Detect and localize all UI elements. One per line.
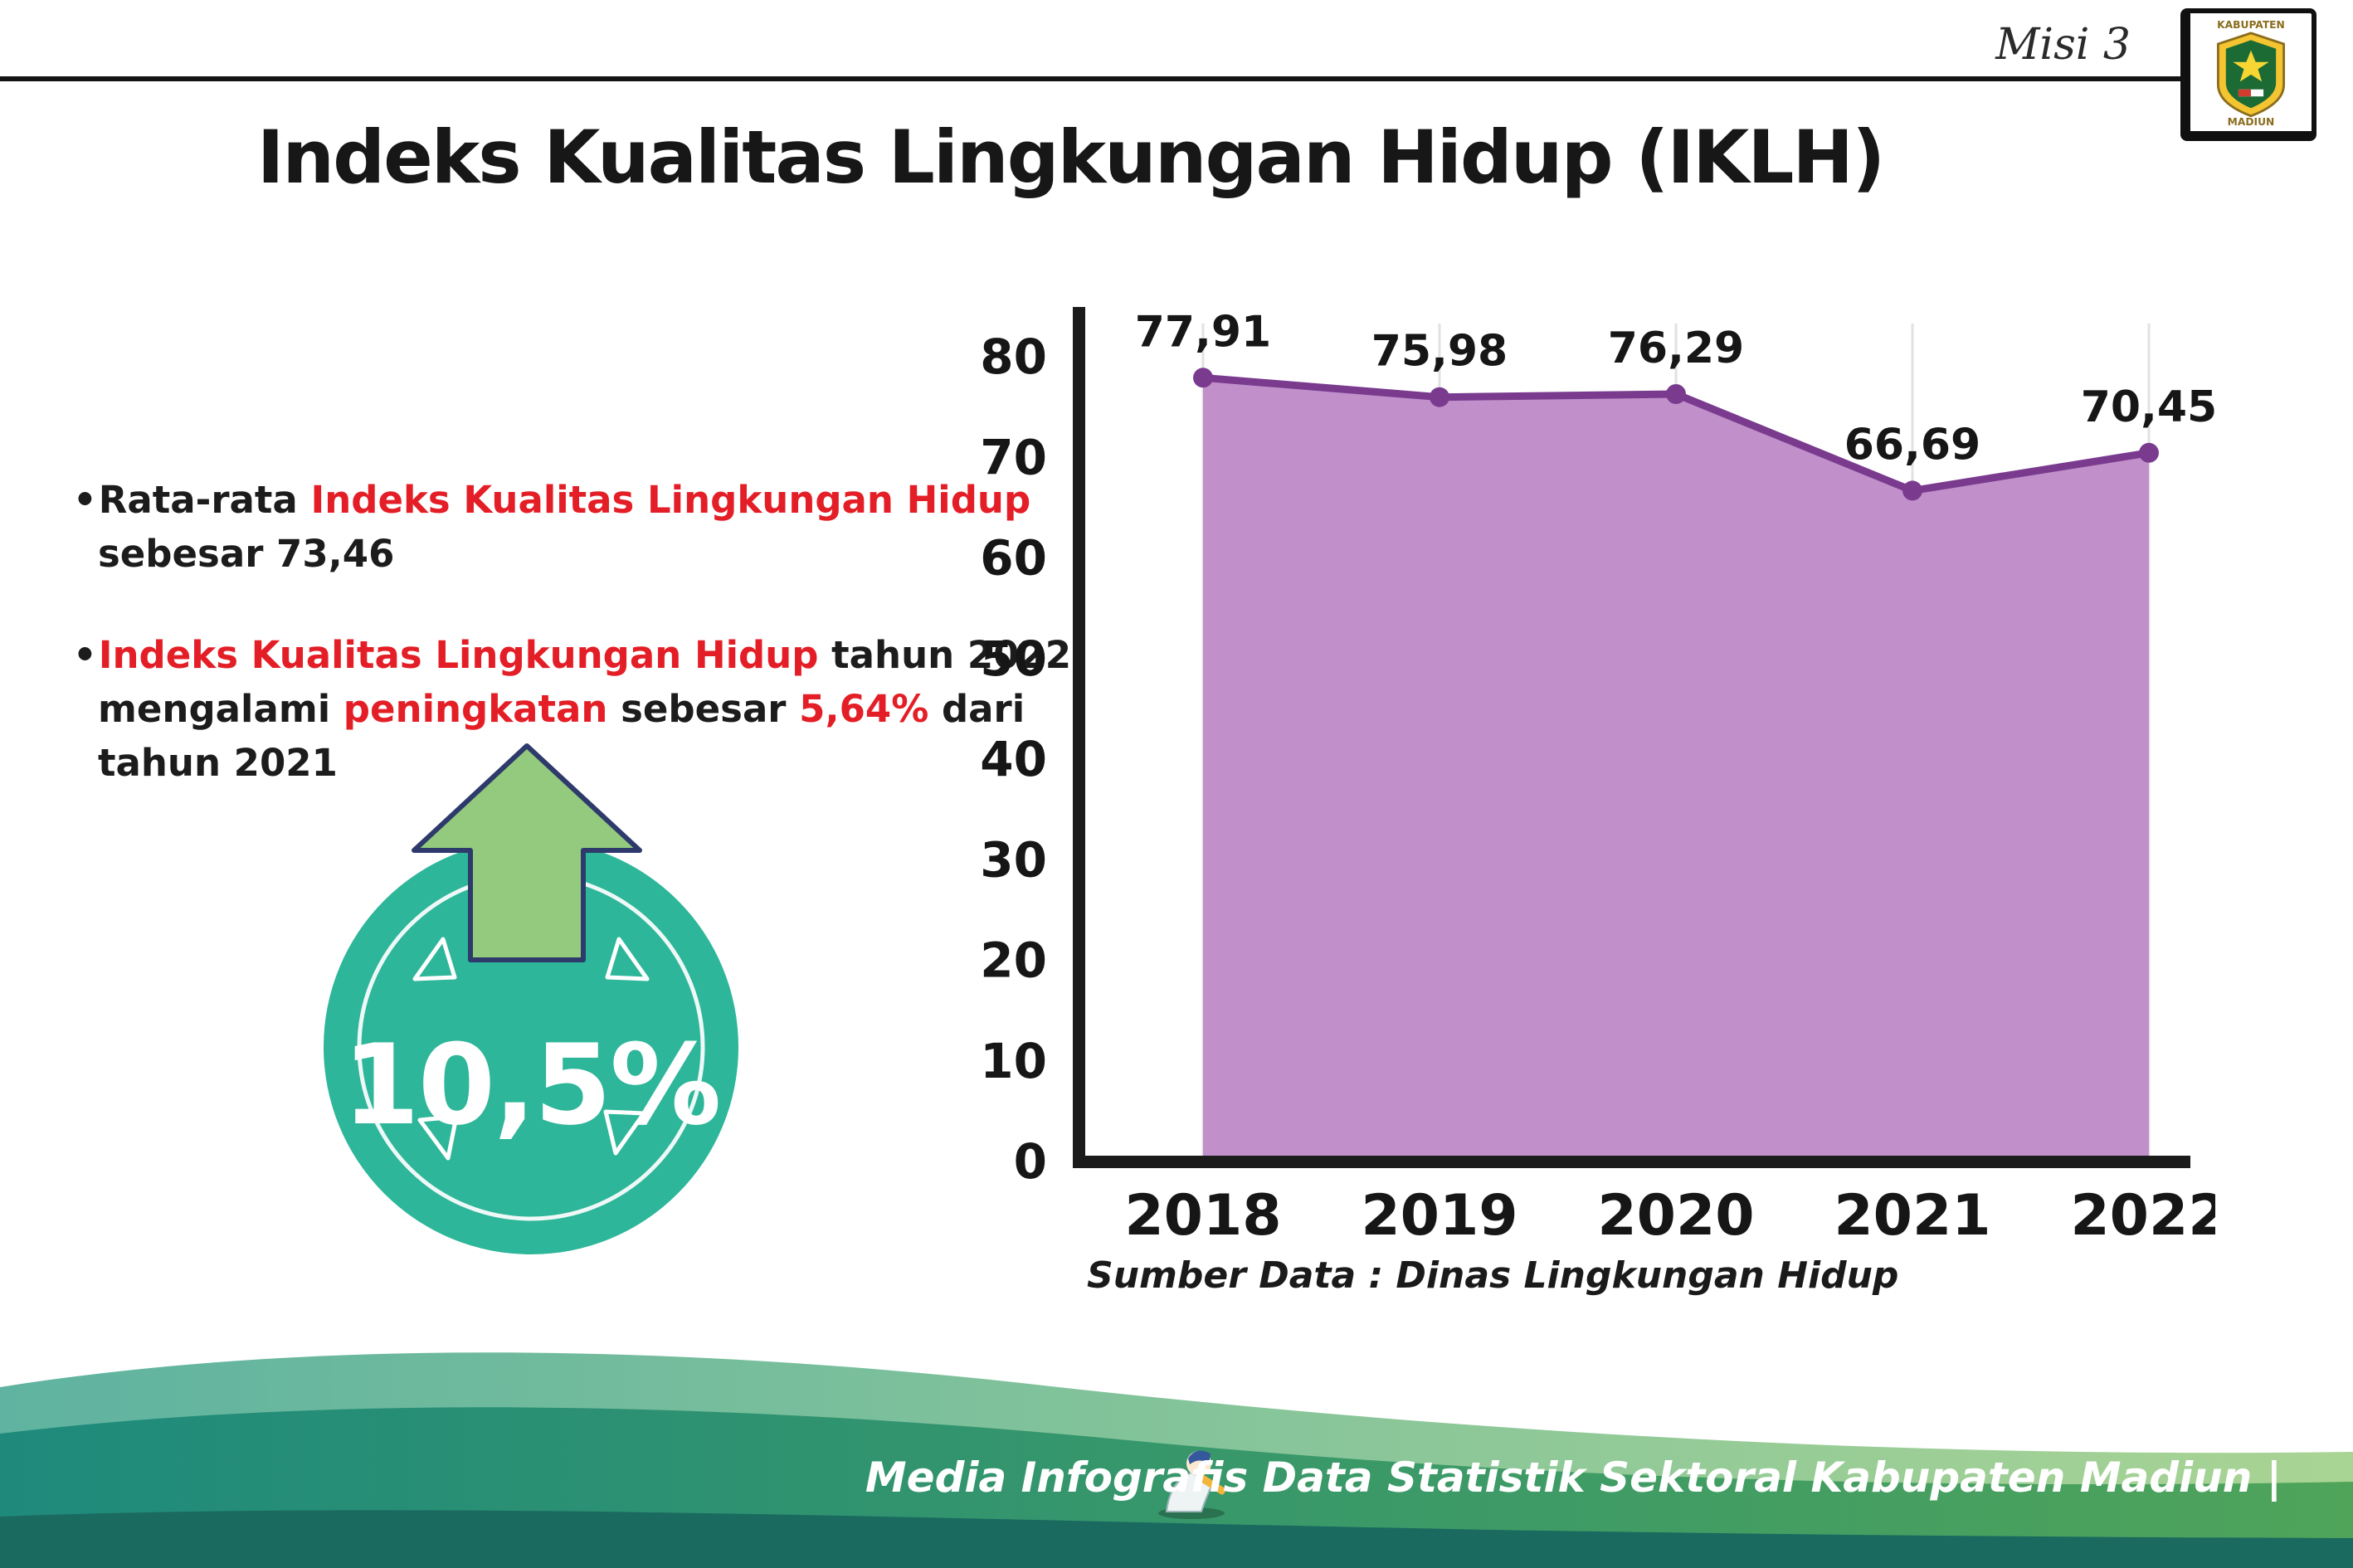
svg-text:2021: 2021 [1834, 1183, 1990, 1249]
page-title: Indeks Kualitas Lingkungan Hidup (IKLH) [256, 114, 1886, 200]
iklh-area-chart: 77,91 75,98 76,29 66,69 70,45 0 10 20 30 40 50 60 70… [980, 307, 2215, 1249]
increase-percentage: 10,5% [342, 1020, 722, 1150]
mascot-icon [1158, 1450, 1226, 1519]
svg-text:70,45: 70,45 [2081, 382, 2215, 432]
footer-text: Media Infografis Data Statistik Sektoral… [865, 1454, 2282, 1502]
kabupaten-madiun-logo: KABUPATEN MADIUN [2180, 8, 2316, 141]
svg-text:2020: 2020 [1597, 1183, 1754, 1249]
crest-icon: KABUPATEN MADIUN [2216, 19, 2286, 127]
svg-text:60: 60 [980, 530, 1047, 587]
svg-text:40: 40 [980, 731, 1047, 787]
svg-text:70: 70 [980, 429, 1047, 485]
svg-text:76,29: 76,29 [1608, 324, 1744, 373]
header-rule [0, 76, 2180, 81]
svg-text:75,98: 75,98 [1371, 327, 1508, 377]
svg-text:0: 0 [1014, 1133, 1047, 1190]
chart-source: Sumber Data : Dinas Lingkungan Hidup [1087, 1254, 1899, 1297]
svg-text:2019: 2019 [1361, 1183, 1518, 1249]
svg-text:66,69: 66,69 [1844, 420, 1980, 470]
svg-text:MADIUN: MADIUN [2228, 116, 2275, 127]
svg-text:10: 10 [980, 1033, 1047, 1089]
svg-text:80: 80 [980, 329, 1047, 385]
bullet-list: •Rata-rata Indeks Kualitas Lingkungan Hi… [73, 473, 1077, 836]
misi-label: Misi 3 [1995, 20, 2131, 70]
up-arrow-icon [412, 743, 642, 962]
svg-text:2018: 2018 [1124, 1183, 1281, 1249]
svg-text:2022: 2022 [2070, 1183, 2215, 1249]
bullet-item: •Indeks Kualitas Lingkungan Hidup tahun … [73, 632, 1072, 786]
svg-text:30: 30 [980, 831, 1047, 888]
svg-text:77,91: 77,91 [1135, 307, 1271, 357]
svg-text:50: 50 [980, 631, 1047, 687]
svg-text:20: 20 [980, 933, 1047, 989]
footer-waves [0, 1352, 2353, 1568]
svg-text:KABUPATEN: KABUPATEN [2217, 19, 2285, 31]
bullet-item: •Rata-rata Indeks Kualitas Lingkungan Hi… [73, 478, 1031, 577]
ring-triangles-decoration [412, 937, 650, 1161]
